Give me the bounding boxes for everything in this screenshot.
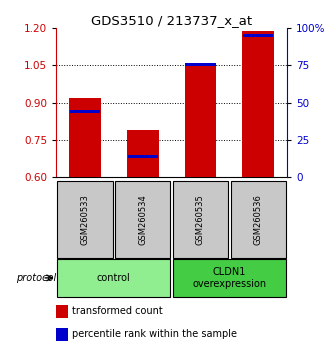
Text: GSM260534: GSM260534 xyxy=(138,194,147,245)
Bar xyxy=(127,130,159,177)
FancyBboxPatch shape xyxy=(57,181,113,258)
FancyBboxPatch shape xyxy=(115,181,171,258)
Bar xyxy=(69,98,101,177)
Text: GSM260535: GSM260535 xyxy=(196,194,205,245)
Text: CLDN1
overexpression: CLDN1 overexpression xyxy=(192,267,266,289)
Text: control: control xyxy=(97,273,131,283)
Bar xyxy=(184,63,216,177)
Title: GDS3510 / 213737_x_at: GDS3510 / 213737_x_at xyxy=(91,14,252,27)
Bar xyxy=(242,31,274,177)
Bar xyxy=(70,110,100,113)
FancyBboxPatch shape xyxy=(231,181,286,258)
FancyBboxPatch shape xyxy=(57,259,171,297)
Bar xyxy=(56,304,68,318)
Text: GSM260536: GSM260536 xyxy=(254,194,263,245)
FancyBboxPatch shape xyxy=(173,259,286,297)
Text: percentile rank within the sample: percentile rank within the sample xyxy=(72,330,237,339)
Bar xyxy=(185,63,215,66)
Text: transformed count: transformed count xyxy=(72,307,163,316)
FancyBboxPatch shape xyxy=(173,181,228,258)
Bar xyxy=(56,327,68,341)
Bar xyxy=(128,155,158,159)
Text: GSM260533: GSM260533 xyxy=(81,194,89,245)
Text: protocol: protocol xyxy=(16,273,57,283)
Bar xyxy=(243,34,273,38)
